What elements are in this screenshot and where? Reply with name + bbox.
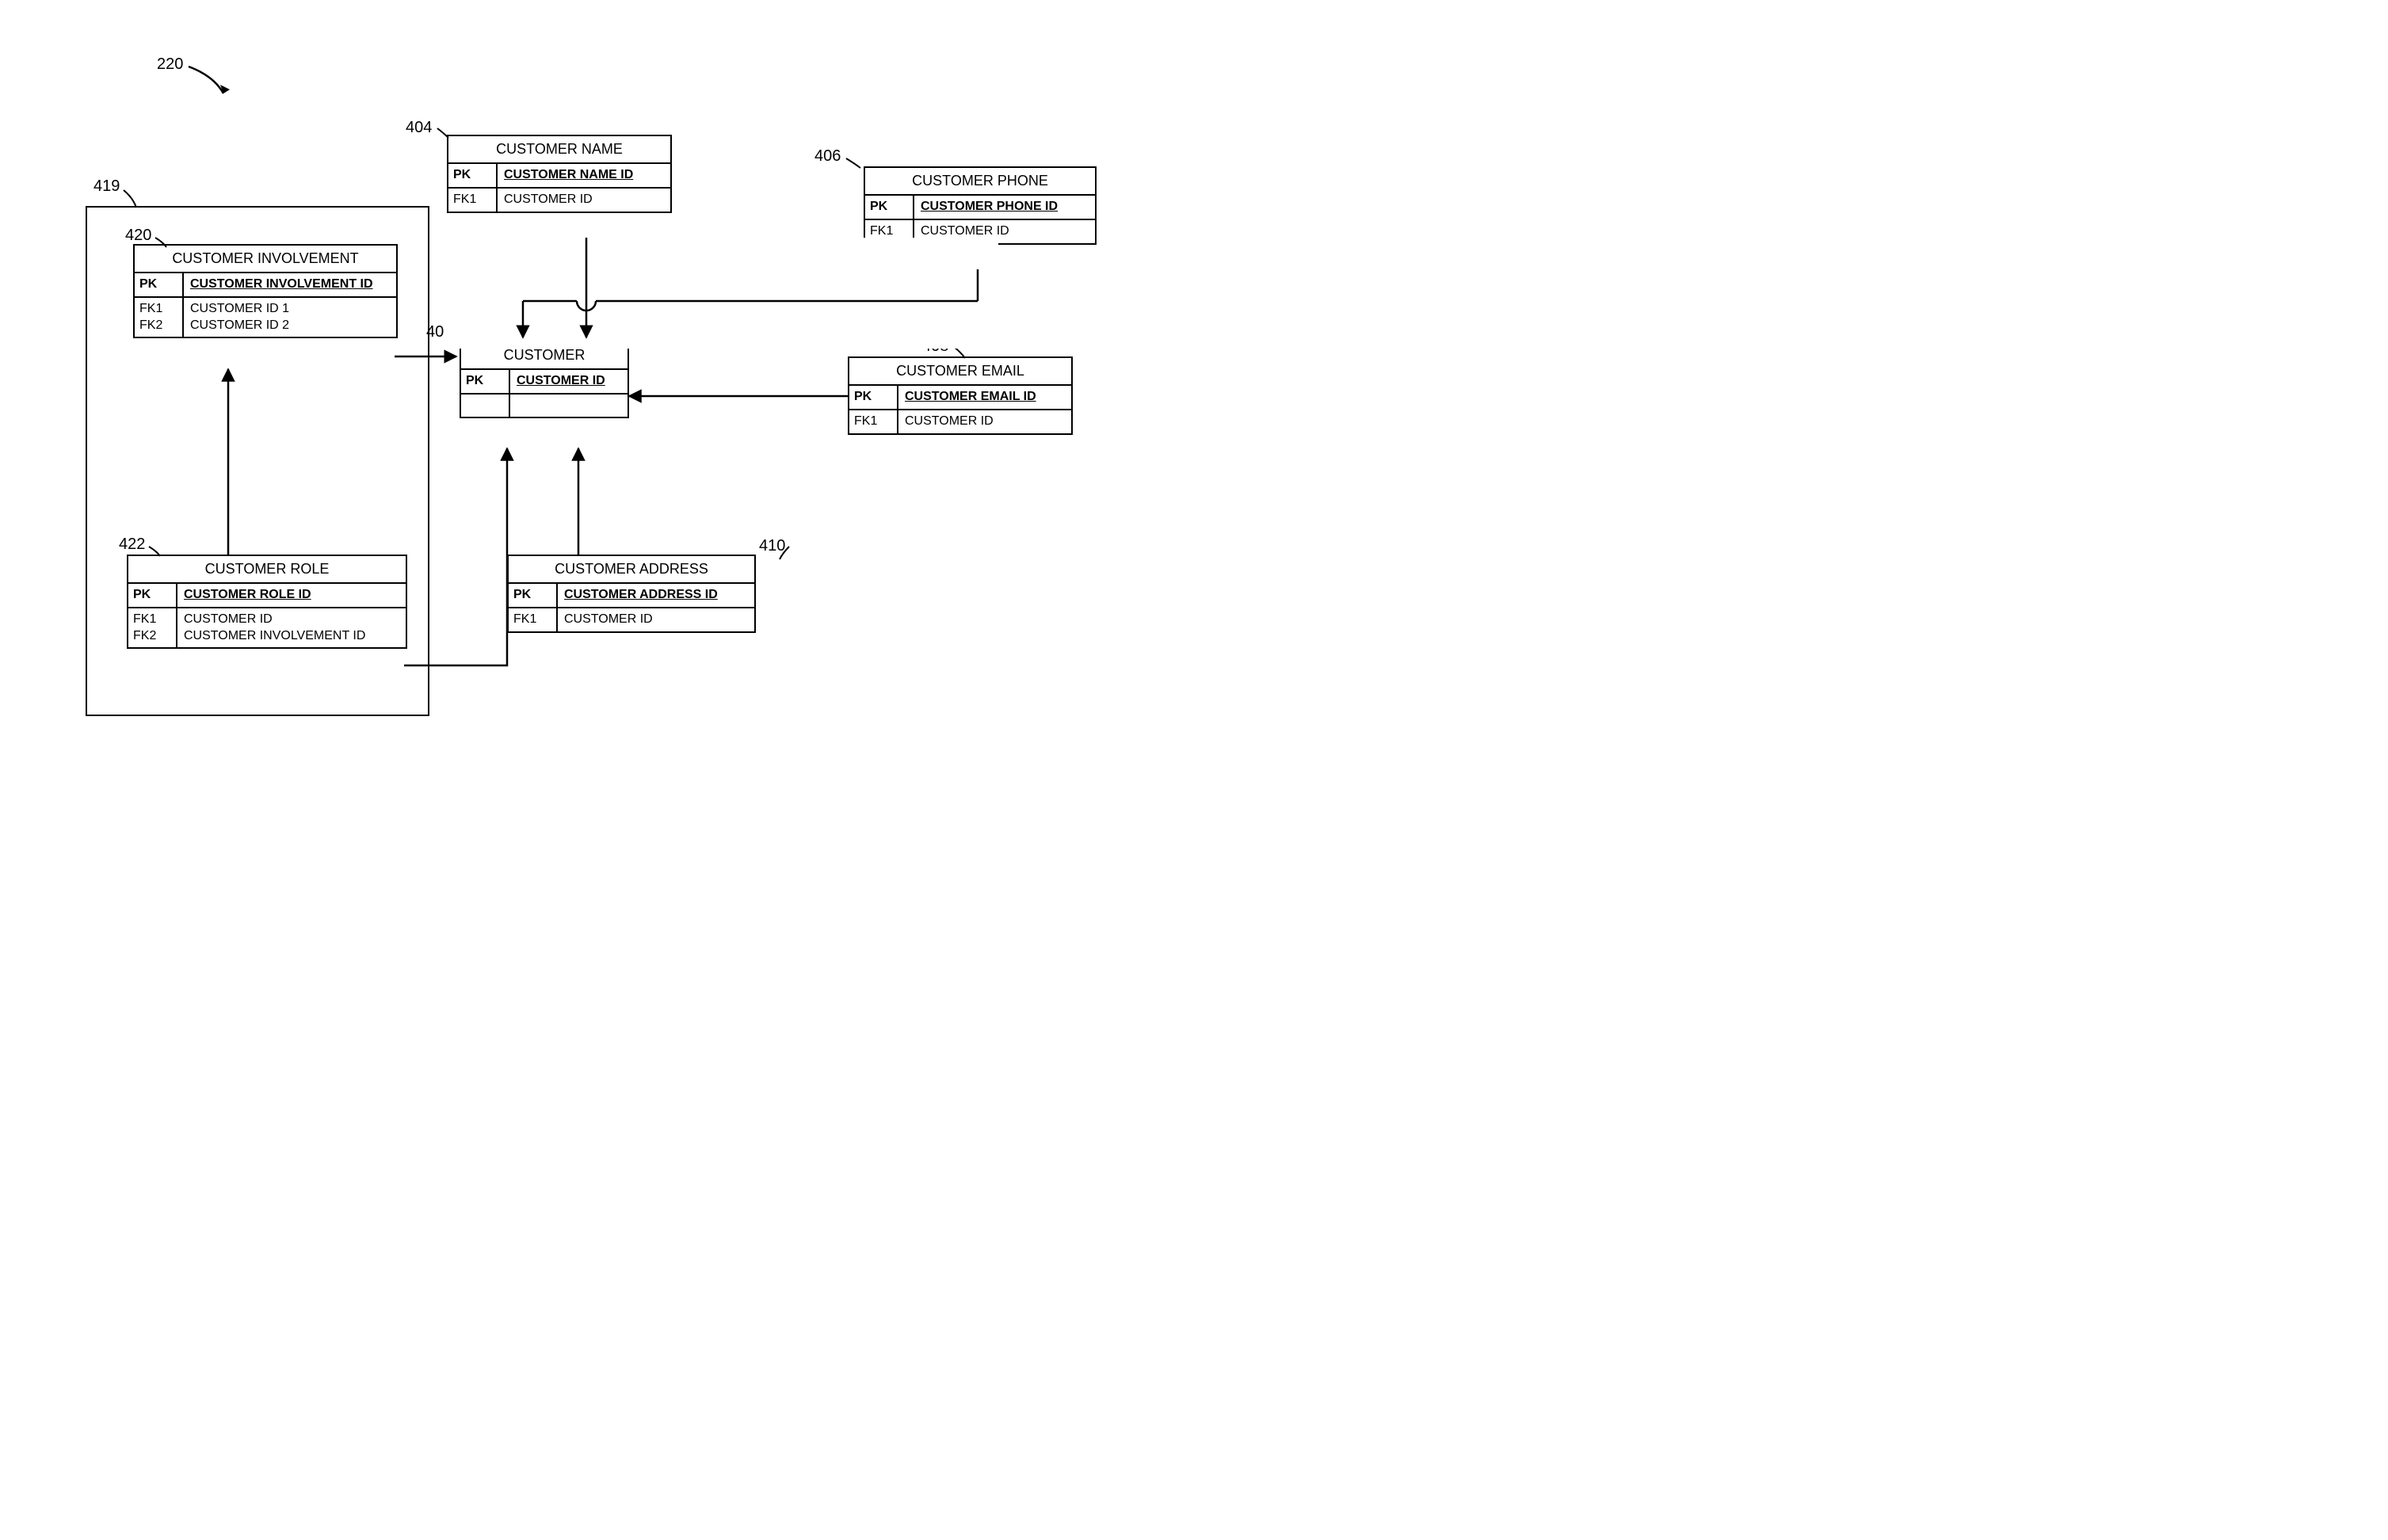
entity-customer-involvement: CUSTOMER INVOLVEMENT PK CUSTOMER INVOLVE… — [133, 244, 398, 338]
pk-body: CUSTOMER PHONE ID — [914, 196, 1095, 219]
ref-label-422: 422 — [119, 536, 145, 554]
fk-row: FK1 CUSTOMER ID — [448, 189, 670, 212]
fk-key: FK1 FK2 — [135, 298, 184, 337]
entity-customer-email: CUSTOMER EMAIL PK CUSTOMER EMAIL ID FK1 … — [848, 356, 1073, 435]
entity-title: CUSTOMER EMAIL — [849, 358, 1071, 386]
pk-body: CUSTOMER EMAIL ID — [898, 386, 1071, 409]
pk-body: CUSTOMER ROLE ID — [177, 584, 406, 607]
entity-customer-role: CUSTOMER ROLE PK CUSTOMER ROLE ID FK1 FK… — [127, 555, 407, 649]
fk-key: FK1 — [849, 410, 898, 433]
ref-label-220: 220 — [157, 55, 183, 74]
fk-body: CUSTOMER ID — [898, 410, 1071, 433]
fk-key: FK1 — [865, 220, 914, 243]
pk-key: PK — [461, 370, 510, 393]
empty-body — [510, 395, 628, 417]
entity-title: CUSTOMER INVOLVEMENT — [135, 246, 396, 273]
pk-body: CUSTOMER ADDRESS ID — [558, 584, 754, 607]
ref-label-419: 419 — [93, 177, 120, 196]
pk-body: CUSTOMER INVOLVEMENT ID — [184, 273, 396, 296]
pk-key: PK — [135, 273, 184, 296]
entity-title: CUSTOMER — [461, 342, 628, 370]
fk-row: FK1 FK2 CUSTOMER ID CUSTOMER INVOLVEMENT… — [128, 608, 406, 648]
fk-body: CUSTOMER ID — [498, 189, 670, 212]
fk-key: FK1 — [448, 189, 498, 212]
empty-row — [461, 395, 628, 417]
entity-customer-phone: CUSTOMER PHONE PK CUSTOMER PHONE ID FK1 … — [864, 166, 1097, 245]
ref-label-406: 406 — [814, 147, 841, 166]
ref-text: 410 — [759, 537, 785, 555]
pk-row: PK CUSTOMER ROLE ID — [128, 584, 406, 608]
pk-key: PK — [448, 164, 498, 187]
empty-key — [461, 395, 510, 417]
pk-body: CUSTOMER NAME ID — [498, 164, 670, 187]
ref-label-410: 410 — [759, 537, 785, 555]
entity-customer-name: CUSTOMER NAME PK CUSTOMER NAME ID FK1 CU… — [447, 135, 672, 213]
ref-text: 422 — [119, 536, 145, 553]
ref-label-402: 402 — [426, 323, 452, 341]
fk-body: CUSTOMER ID 1 CUSTOMER ID 2 — [184, 298, 396, 337]
pk-key: PK — [128, 584, 177, 607]
ref-label-408: 408 — [922, 337, 948, 356]
pk-row: PK CUSTOMER EMAIL ID — [849, 386, 1071, 410]
pk-key: PK — [865, 196, 914, 219]
entity-title: CUSTOMER ROLE — [128, 556, 406, 584]
entity-title: CUSTOMER NAME — [448, 136, 670, 164]
fk-row: FK1 CUSTOMER ID — [509, 608, 754, 631]
ref-text: 420 — [125, 227, 151, 244]
fk-body: CUSTOMER ID — [914, 220, 1095, 243]
pk-row: PK CUSTOMER ADDRESS ID — [509, 584, 754, 608]
fk-key: FK1 — [509, 608, 558, 631]
fk-row: FK1 CUSTOMER ID — [865, 220, 1095, 243]
pk-key: PK — [849, 386, 898, 409]
ref-text: 402 — [426, 323, 452, 341]
ref-label-404: 404 — [406, 119, 432, 137]
ref-text: 419 — [93, 177, 120, 195]
ref-text: 220 — [157, 55, 183, 73]
fk-body: CUSTOMER ID — [558, 608, 754, 631]
pk-body: CUSTOMER ID — [510, 370, 628, 393]
pk-row: PK CUSTOMER ID — [461, 370, 628, 395]
fk-row: FK1 CUSTOMER ID — [849, 410, 1071, 433]
ref-label-420: 420 — [125, 227, 151, 245]
diagram-canvas: CUSTOMER INVOLVEMENT PK CUSTOMER INVOLVE… — [0, 0, 1194, 770]
entity-customer: CUSTOMER PK CUSTOMER ID — [460, 341, 629, 418]
fk-row: FK1 FK2 CUSTOMER ID 1 CUSTOMER ID 2 — [135, 298, 396, 337]
entity-title: CUSTOMER PHONE — [865, 168, 1095, 196]
pk-row: PK CUSTOMER PHONE ID — [865, 196, 1095, 220]
entity-customer-address: CUSTOMER ADDRESS PK CUSTOMER ADDRESS ID … — [507, 555, 756, 633]
fk-key: FK1 FK2 — [128, 608, 177, 648]
ref-text: 408 — [922, 337, 948, 355]
pk-row: PK CUSTOMER NAME ID — [448, 164, 670, 189]
fk-body: CUSTOMER ID CUSTOMER INVOLVEMENT ID — [177, 608, 406, 648]
pk-row: PK CUSTOMER INVOLVEMENT ID — [135, 273, 396, 298]
ref-text: 404 — [406, 119, 432, 136]
pk-key: PK — [509, 584, 558, 607]
ref-text: 406 — [814, 147, 841, 165]
entity-title: CUSTOMER ADDRESS — [509, 556, 754, 584]
